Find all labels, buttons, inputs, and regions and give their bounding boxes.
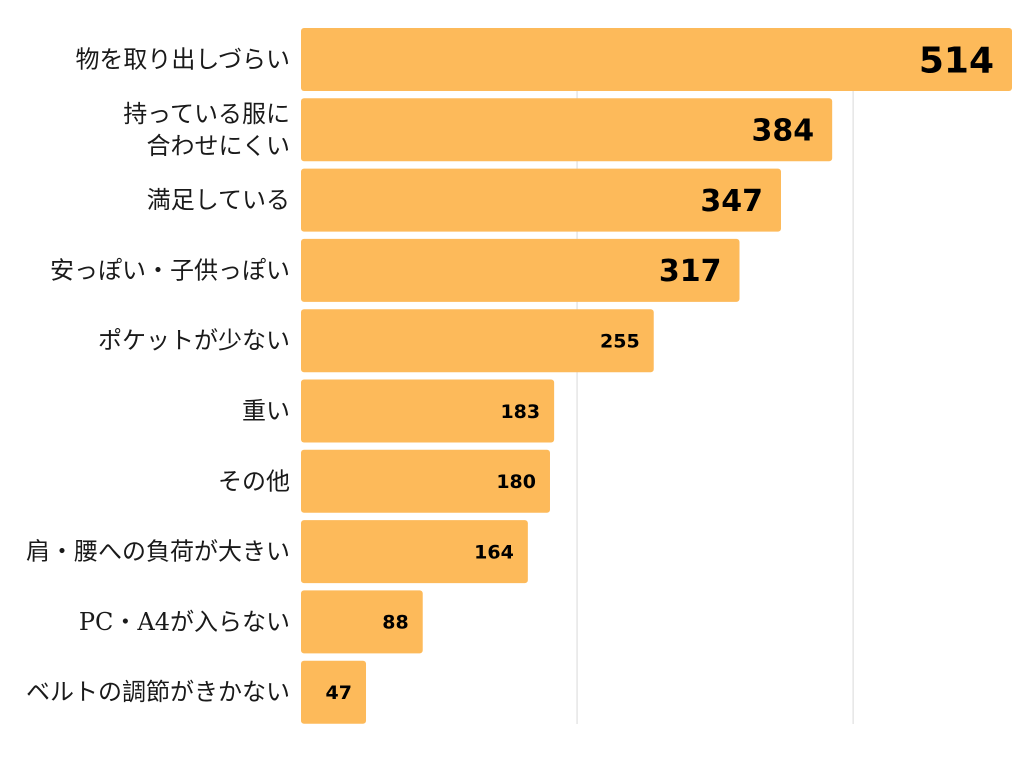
value-label-4: 317 [659, 254, 722, 289]
value-label-2: 384 [752, 114, 815, 149]
category-label-3: 満足している [147, 186, 290, 214]
category-label-8: 肩・腰への負荷が大きい [26, 538, 290, 566]
category-label-10: ベルトの調節がきかない [26, 678, 290, 706]
category-label-2: 持っている服に合わせにくい [123, 100, 290, 160]
bar-8 [301, 520, 528, 584]
bar-2 [301, 98, 833, 162]
bar-9 [301, 590, 423, 654]
bar-1 [301, 28, 1012, 91]
value-label-3: 347 [700, 184, 763, 219]
value-label-6: 183 [500, 401, 540, 423]
category-label-9: PC・A4が入らない [79, 608, 290, 636]
value-labels: 514 384 347 317 255 183 180 164 88 47 [326, 40, 994, 704]
value-label-5: 255 [600, 331, 640, 353]
bar-10 [301, 660, 367, 724]
category-label-7: その他 [218, 467, 290, 495]
bar-6 [301, 379, 555, 443]
value-label-10: 47 [326, 682, 352, 704]
value-label-9: 88 [382, 612, 408, 634]
category-label-1: 物を取り出しづらい [75, 46, 290, 74]
value-label-8: 164 [474, 541, 514, 563]
category-labels: 物を取り出しづらい持っている服に合わせにくい満足している安っぽい・子供っぽいポケ… [26, 46, 290, 707]
value-label-7: 180 [496, 471, 536, 493]
bar-7 [301, 449, 550, 513]
category-label-5: ポケットが少ない [98, 327, 290, 355]
category-label-6: 重い [242, 397, 290, 425]
bar-5 [301, 309, 654, 373]
bar-4 [301, 238, 740, 302]
value-label-1: 514 [919, 40, 994, 81]
category-label-4: 安っぽい・子供っぽい [50, 256, 290, 284]
bars [301, 28, 1012, 724]
bar-3 [301, 168, 781, 232]
